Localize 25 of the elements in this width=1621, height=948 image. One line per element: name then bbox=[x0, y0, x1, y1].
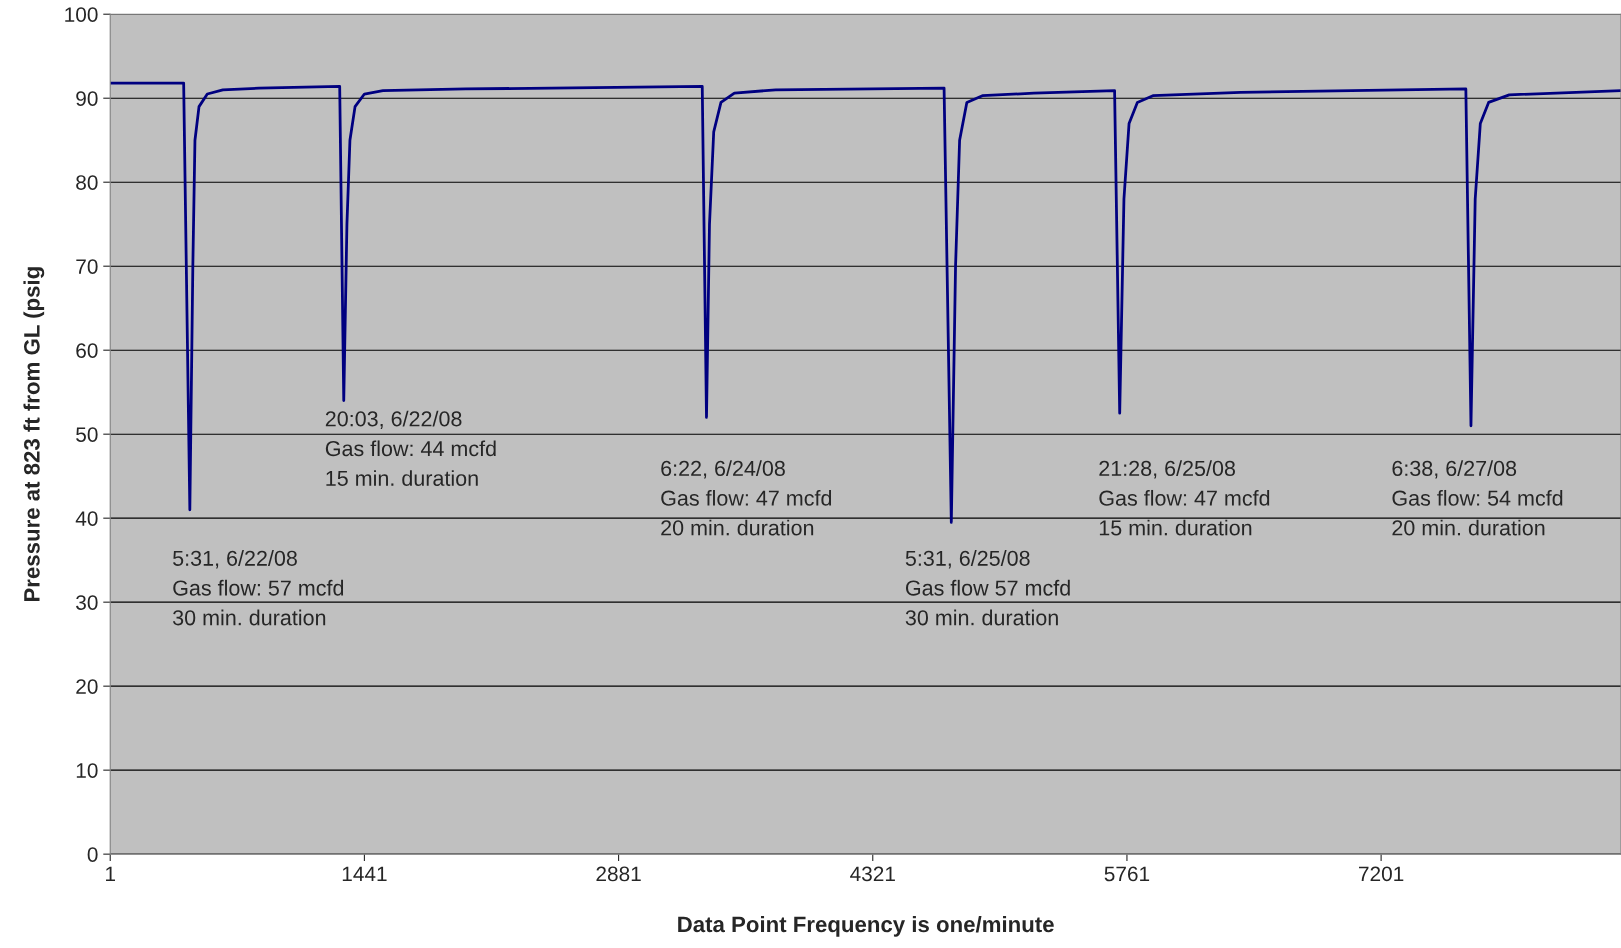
annotation: 5:31, 6/22/08 Gas flow: 57 mcfd 30 min. duration bbox=[172, 550, 344, 626]
y-tick-label: 80 bbox=[76, 175, 98, 190]
annotation: 6:22, 6/24/08 Gas flow: 47 mcfd 20 min. duration bbox=[661, 460, 832, 536]
y-tick-label: 50 bbox=[76, 427, 98, 442]
y-tick-label: 70 bbox=[76, 259, 98, 274]
x-tick-label: 7201 bbox=[1359, 866, 1404, 882]
y-tick-label: 20 bbox=[76, 679, 98, 694]
x-tick-label: 1 bbox=[106, 866, 116, 882]
y-tick-label: 0 bbox=[87, 847, 98, 862]
y-tick-label: 30 bbox=[76, 595, 98, 610]
y-tick-label: 60 bbox=[76, 343, 98, 358]
y-tick-label: 40 bbox=[75, 511, 98, 526]
x-tick-label: 2881 bbox=[596, 866, 641, 882]
y-tick-label: 90 bbox=[76, 91, 98, 106]
annotation: 6:38, 6/27/08 Gas flow: 54 mcfd 20 min. duration bbox=[1392, 460, 1563, 536]
annotation: 20:03, 6/22/08 Gas flow: 44 mcfd 15 min. duration bbox=[325, 410, 496, 486]
x-tick-label: 5761 bbox=[1104, 866, 1150, 882]
x-axis-title: Data Point Frequency is one/minute bbox=[678, 915, 1054, 937]
annotation: 5:31, 6/25/08 Gas flow 57 mcfd 30 min. duration bbox=[905, 550, 1070, 626]
x-tick-label: 4321 bbox=[850, 866, 895, 882]
y-tick-label: 10 bbox=[76, 763, 98, 778]
y-axis-title: Pressure at 823 ft from GL (psig bbox=[23, 267, 45, 602]
x-tick-label: 1441 bbox=[342, 866, 387, 882]
y-tick-label: 100 bbox=[65, 7, 98, 22]
annotation: 21:28, 6/25/08 Gas flow: 47 mcfd 15 min. duration bbox=[1099, 460, 1270, 536]
